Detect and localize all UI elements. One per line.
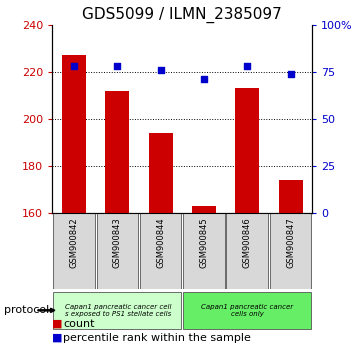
Text: ■: ■	[52, 319, 63, 329]
Bar	[235, 88, 259, 213]
Title: GDS5099 / ILMN_2385097: GDS5099 / ILMN_2385097	[82, 7, 282, 23]
Text: GSM900844: GSM900844	[156, 217, 165, 268]
Point	[71, 63, 77, 69]
Text: GSM900847: GSM900847	[286, 217, 295, 268]
Text: percentile rank within the sample: percentile rank within the sample	[63, 333, 251, 343]
Text: protocol: protocol	[4, 306, 49, 315]
Bar	[149, 133, 173, 213]
Text: count: count	[63, 319, 95, 329]
Text: ■: ■	[52, 333, 63, 343]
Bar	[53, 292, 182, 329]
Bar	[62, 56, 86, 213]
Bar	[226, 213, 268, 289]
Bar	[192, 206, 216, 213]
Text: Capan1 pancreatic cancer
cells only: Capan1 pancreatic cancer cells only	[201, 304, 293, 317]
Text: GSM900846: GSM900846	[243, 217, 252, 268]
Point	[158, 67, 164, 73]
Bar	[183, 292, 312, 329]
Bar	[53, 213, 95, 289]
Bar	[183, 213, 225, 289]
Point	[114, 63, 120, 69]
Text: Capan1 pancreatic cancer cell
s exposed to PS1 stellate cells: Capan1 pancreatic cancer cell s exposed …	[65, 304, 171, 317]
Text: GSM900842: GSM900842	[70, 217, 78, 268]
Point	[201, 76, 207, 82]
Bar	[279, 180, 303, 213]
Bar	[96, 213, 138, 289]
Point	[288, 71, 293, 76]
Bar	[140, 213, 182, 289]
Bar	[270, 213, 312, 289]
Text: GSM900845: GSM900845	[200, 217, 208, 268]
Point	[244, 63, 250, 69]
Text: GSM900843: GSM900843	[113, 217, 122, 268]
Bar	[105, 91, 129, 213]
